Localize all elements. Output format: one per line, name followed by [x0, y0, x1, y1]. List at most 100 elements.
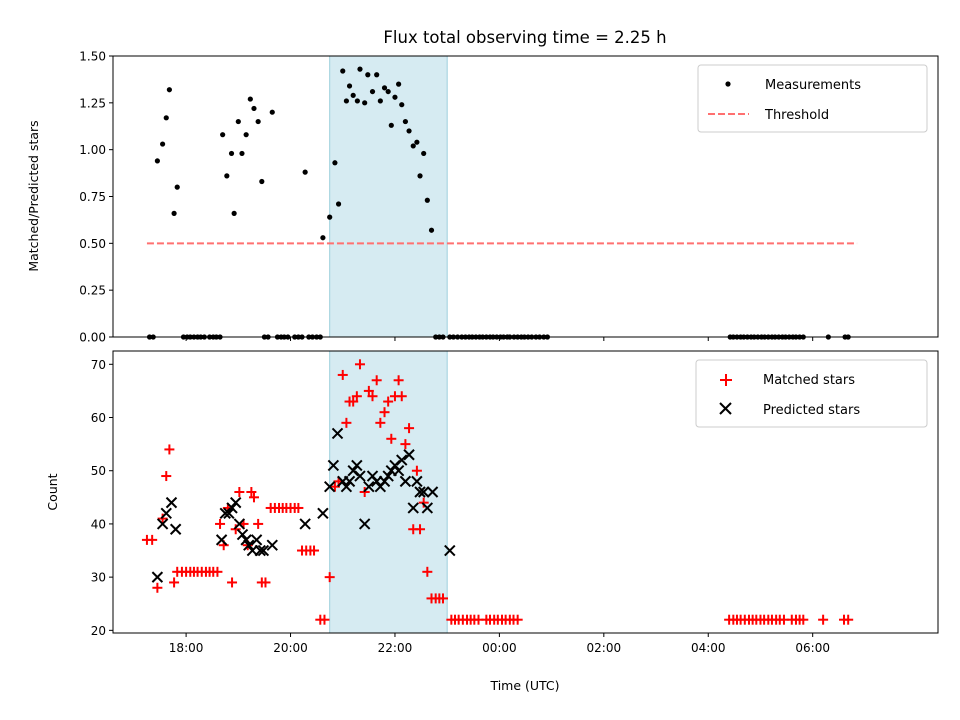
predicted-star-point [165, 496, 178, 509]
matched-star-point [367, 391, 378, 402]
measurement-point [377, 98, 383, 104]
measurement-point [354, 98, 360, 104]
top-panel: Flux total observing time = 2.25 h Match… [26, 28, 939, 345]
measurement-point [255, 118, 261, 125]
top-panel-title: Flux total observing time = 2.25 h [383, 28, 666, 47]
predicted-star-point [340, 480, 353, 493]
predicted-star-point [414, 486, 426, 498]
measurement-point [357, 66, 363, 72]
bottom-panel-y-ticks: 20 30 40 50 60 70 [91, 358, 106, 638]
matched-star-point [818, 614, 829, 625]
matched-star-point [319, 614, 330, 625]
matched-star-point [337, 369, 348, 380]
y-tick-label: 0.00 [79, 331, 106, 345]
y-tick-label: 0.50 [79, 237, 106, 251]
top-panel-legend: Measurements Threshold [697, 64, 928, 133]
measurement-point [327, 214, 333, 220]
measurement-point [340, 68, 346, 74]
bottom-panel: Count Time (UTC) 20 30 40 50 60 70 18:00… [45, 350, 939, 693]
matched-star-point [798, 614, 809, 625]
observing-window-span [329, 55, 448, 338]
predicted-star-point [317, 507, 329, 519]
predicted-star-point [378, 475, 391, 488]
predicted-star-point [403, 449, 415, 461]
predicted-star-point [156, 518, 169, 530]
matched-star-point [260, 577, 271, 588]
x-tick-label: 20:00 [273, 641, 308, 655]
axes-frame [112, 55, 939, 338]
predicted-star-point [392, 465, 405, 477]
legend-box [697, 64, 928, 133]
matched-star-point [351, 391, 362, 402]
measurement-point [335, 201, 342, 207]
measurement-point [247, 96, 253, 102]
measurement-point [385, 88, 391, 95]
predicted-star-point [396, 454, 408, 466]
y-tick-label: 40 [91, 517, 106, 531]
measurement-point [365, 72, 371, 78]
measurement-point [396, 81, 402, 87]
measurement-point [154, 158, 160, 164]
matched-star-point [234, 487, 245, 497]
predicted-star-point [250, 534, 263, 546]
predicted-star-point [417, 486, 430, 498]
matched-star-point [363, 385, 374, 396]
predicted-star-point [347, 465, 359, 477]
bottom-panel-xlabel: Time (UTC) [489, 678, 559, 693]
matched-star-point [371, 375, 382, 386]
matched-star-point [147, 534, 158, 545]
predicted-star-point [363, 480, 375, 493]
x-tick-label: 02:00 [587, 641, 622, 655]
matched-star-point [169, 577, 180, 588]
predicted-star-point [223, 507, 235, 519]
legend-marker-measurements [725, 81, 731, 87]
matched-star-point [293, 502, 304, 513]
y-tick-label: 0.25 [79, 284, 106, 298]
matched-star-point [383, 396, 394, 407]
y-tick-label: 30 [91, 571, 106, 585]
matched-star-point [386, 433, 397, 444]
y-tick-label: 1.00 [79, 143, 106, 157]
observing-window-span [329, 350, 448, 634]
matched-star-point [404, 423, 415, 434]
series-predicted-stars [151, 427, 456, 583]
x-tick-label: 04:00 [691, 641, 726, 655]
y-tick-label: 50 [91, 464, 106, 478]
matched-star-point [157, 513, 168, 524]
matched-star-point [246, 487, 257, 497]
predicted-star-point [354, 470, 366, 482]
measurement-point [220, 132, 226, 138]
y-tick-label: 1.25 [79, 96, 106, 110]
matched-star-point [375, 417, 386, 428]
top-panel-y-ticks: 0.00 0.25 0.50 0.75 1.00 1.25 1.50 [79, 50, 106, 345]
measurement-point [350, 92, 356, 98]
x-tick-label: 06:00 [795, 641, 830, 655]
predicted-star-point [407, 502, 419, 514]
matched-star-point [393, 375, 404, 386]
predicted-star-point [382, 470, 394, 482]
matched-star-point [248, 492, 259, 503]
measurement-point [302, 169, 308, 175]
measurement-point [381, 85, 388, 91]
legend-label-predicted: Predicted stars [763, 403, 860, 418]
predicted-star-point [151, 571, 164, 583]
matched-star-point [212, 566, 223, 577]
measurement-point [320, 235, 326, 241]
y-tick-label: 70 [91, 358, 106, 372]
predicted-star-point [351, 459, 363, 472]
predicted-star-point [169, 523, 182, 535]
measurement-point [343, 98, 350, 104]
predicted-star-point [215, 534, 228, 546]
bottom-panel-x-ticks: 18:00 20:00 22:00 00:00 02:00 04:00 06:0… [169, 641, 830, 655]
legend-label-matched: Matched stars [763, 373, 855, 388]
predicted-star-point [411, 475, 423, 488]
predicted-star-point [323, 480, 336, 493]
measurement-point [346, 83, 353, 89]
matched-star-point [843, 614, 854, 625]
predicted-star-point [358, 518, 371, 530]
measurement-point [428, 227, 435, 233]
predicted-star-point [236, 528, 249, 541]
matched-star-point [415, 524, 426, 535]
predicted-star-point [421, 502, 434, 514]
